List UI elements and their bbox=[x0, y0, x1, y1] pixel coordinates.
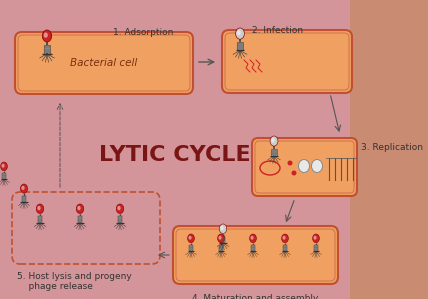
FancyBboxPatch shape bbox=[15, 32, 193, 94]
Ellipse shape bbox=[250, 236, 254, 240]
Ellipse shape bbox=[217, 234, 224, 243]
Ellipse shape bbox=[314, 236, 317, 240]
Ellipse shape bbox=[298, 159, 309, 173]
Ellipse shape bbox=[42, 30, 52, 42]
Bar bbox=[271, 149, 276, 156]
Ellipse shape bbox=[189, 236, 192, 240]
Ellipse shape bbox=[219, 224, 227, 234]
Ellipse shape bbox=[76, 204, 84, 213]
Ellipse shape bbox=[288, 161, 292, 166]
Text: LYTIC CYCLE: LYTIC CYCLE bbox=[99, 145, 251, 165]
Bar bbox=[251, 245, 255, 251]
Bar bbox=[283, 245, 287, 251]
Ellipse shape bbox=[116, 204, 124, 213]
Text: 2. Infection: 2. Infection bbox=[252, 26, 303, 35]
Bar bbox=[189, 245, 193, 251]
Text: 4. Maturation and assembly: 4. Maturation and assembly bbox=[192, 294, 319, 299]
Bar bbox=[44, 45, 50, 54]
Ellipse shape bbox=[36, 204, 44, 213]
FancyBboxPatch shape bbox=[252, 138, 357, 196]
Text: 1. Adsorption: 1. Adsorption bbox=[113, 28, 173, 37]
Text: 5. Host lysis and progeny
    phage release: 5. Host lysis and progeny phage release bbox=[17, 272, 132, 292]
Ellipse shape bbox=[291, 170, 297, 176]
Ellipse shape bbox=[312, 159, 323, 173]
Ellipse shape bbox=[44, 32, 48, 38]
Ellipse shape bbox=[235, 28, 244, 39]
Ellipse shape bbox=[271, 138, 275, 143]
Bar bbox=[22, 196, 26, 202]
Bar bbox=[314, 245, 318, 251]
FancyBboxPatch shape bbox=[173, 226, 338, 284]
Bar bbox=[220, 236, 226, 243]
Bar bbox=[2, 173, 6, 179]
Ellipse shape bbox=[282, 236, 285, 240]
Text: Bacterial cell: Bacterial cell bbox=[70, 58, 138, 68]
Ellipse shape bbox=[37, 206, 41, 210]
Ellipse shape bbox=[282, 234, 288, 243]
Ellipse shape bbox=[312, 234, 319, 243]
Bar bbox=[118, 216, 122, 223]
Ellipse shape bbox=[21, 184, 27, 193]
Bar bbox=[219, 245, 223, 251]
Ellipse shape bbox=[220, 226, 224, 230]
Ellipse shape bbox=[21, 186, 25, 190]
Bar bbox=[237, 42, 243, 51]
Ellipse shape bbox=[117, 206, 121, 210]
Ellipse shape bbox=[2, 164, 5, 168]
Ellipse shape bbox=[77, 206, 80, 210]
Bar bbox=[350, 0, 428, 299]
Ellipse shape bbox=[219, 236, 222, 240]
Ellipse shape bbox=[187, 234, 194, 243]
Bar bbox=[38, 216, 42, 223]
FancyBboxPatch shape bbox=[222, 30, 352, 93]
Ellipse shape bbox=[270, 136, 278, 146]
Ellipse shape bbox=[0, 162, 7, 171]
Ellipse shape bbox=[237, 30, 241, 35]
Ellipse shape bbox=[250, 234, 256, 243]
Bar bbox=[77, 216, 82, 223]
Text: 3. Replication: 3. Replication bbox=[361, 144, 423, 152]
